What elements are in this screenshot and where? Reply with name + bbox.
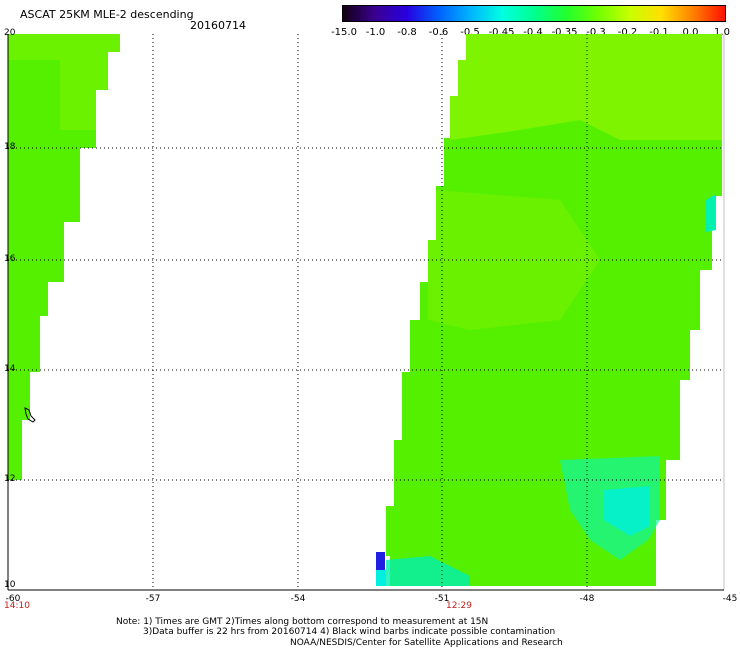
color-scale-label: -0.45 bbox=[488, 27, 515, 38]
note-line-2: 3)Data buffer is 22 hrs from 20160714 4)… bbox=[143, 627, 556, 637]
color-scale-label: -0.6 bbox=[428, 27, 449, 38]
color-scale-label: -0.35 bbox=[551, 27, 578, 38]
lat-label-12: 12 bbox=[4, 474, 16, 484]
swath-time-left: 14:10 bbox=[4, 601, 30, 611]
lat-gridlines bbox=[8, 147, 724, 481]
lat-label-16: 16 bbox=[4, 254, 16, 264]
island-outline bbox=[24, 407, 36, 423]
lat-label-18: 18 bbox=[4, 142, 16, 152]
note-line-3: NOAA/NESDIS/Center for Satellite Applica… bbox=[290, 638, 563, 648]
right-swath-bottom-cyan bbox=[386, 556, 470, 586]
blue-pixel bbox=[376, 552, 385, 570]
map-date: 20160714 bbox=[190, 19, 246, 32]
left-swath bbox=[8, 34, 120, 480]
lon-gridlines bbox=[152, 34, 588, 590]
color-scale-label: -0.1 bbox=[649, 27, 669, 38]
lat-label-20: 20 bbox=[4, 28, 16, 38]
right-swath-light-top bbox=[450, 34, 722, 140]
right-swath-light-mid bbox=[428, 190, 600, 330]
left-swath-light bbox=[8, 34, 120, 130]
color-scale-label: -0.3 bbox=[586, 27, 606, 38]
color-scale-label: -0.2 bbox=[617, 27, 638, 38]
lon-label-57w: -57 bbox=[145, 594, 161, 604]
swath-time-right: 12:29 bbox=[446, 601, 472, 611]
lon-label-48w: -48 bbox=[579, 594, 595, 604]
color-scale-label: -0.4 bbox=[523, 27, 543, 38]
color-scale-bar bbox=[342, 5, 726, 22]
right-swath-cyan-core bbox=[604, 486, 650, 536]
map-title: ASCAT 25KM MLE-2 descending bbox=[20, 8, 194, 21]
lon-label-51w: -51 bbox=[434, 594, 450, 604]
right-edge-cyan bbox=[706, 194, 716, 232]
color-scale-label: 0.0 bbox=[682, 27, 699, 38]
lat-label-10: 10 bbox=[4, 580, 16, 590]
color-scale-label: 1.0 bbox=[714, 27, 730, 38]
lon-label-54w: -54 bbox=[290, 594, 306, 604]
lon-label-60w: -60 bbox=[5, 594, 21, 604]
note-line-1: Note: 1) Times are GMT 2)Times along bot… bbox=[116, 617, 489, 627]
color-scale-label: -0.8 bbox=[397, 27, 417, 38]
color-scale-label: -0.5 bbox=[460, 27, 480, 38]
color-scale-label: -1.0 bbox=[365, 27, 386, 38]
color-scale-label: -15.0 bbox=[331, 27, 357, 38]
color-scale-labels: -15.0 -1.0 -0.8 -0.6 -0.5 -0.45 -0.4 -0.35 -0.3-… bbox=[330, 27, 740, 41]
lat-label-14: 14 bbox=[4, 364, 16, 374]
cyan-pixel bbox=[376, 570, 386, 586]
lon-label-45w: -45 bbox=[722, 594, 738, 604]
